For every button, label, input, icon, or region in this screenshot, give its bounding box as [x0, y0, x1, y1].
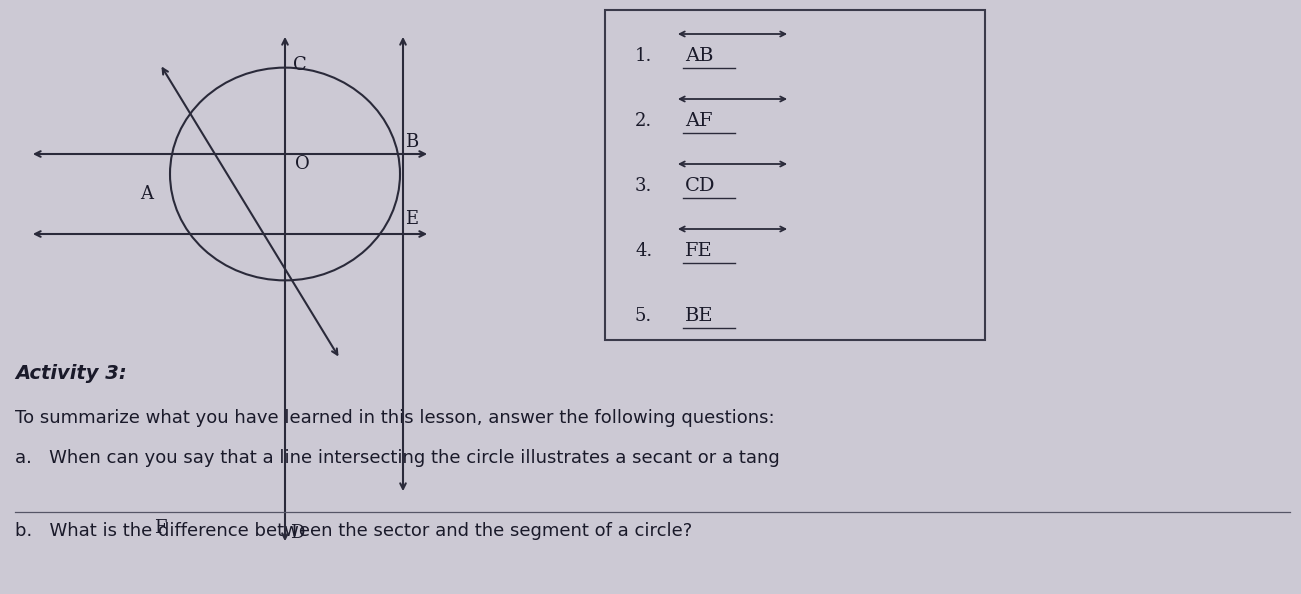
- Text: AF: AF: [686, 112, 713, 130]
- Text: Activity 3:: Activity 3:: [16, 364, 126, 383]
- Text: a.   When can you say that a line intersecting the circle illustrates a secant o: a. When can you say that a line intersec…: [16, 449, 779, 467]
- Text: BE: BE: [686, 307, 713, 325]
- Bar: [605, 10, 985, 340]
- Text: 2.: 2.: [635, 112, 652, 130]
- Text: 4.: 4.: [635, 242, 652, 260]
- Text: To summarize what you have learned in this lesson, answer the following question: To summarize what you have learned in th…: [16, 409, 774, 427]
- Text: B: B: [405, 133, 418, 151]
- Text: A: A: [141, 185, 154, 203]
- Text: F: F: [154, 519, 167, 537]
- Text: 5.: 5.: [635, 307, 652, 325]
- Text: D: D: [290, 524, 304, 542]
- Text: CD: CD: [686, 177, 716, 195]
- Text: 3.: 3.: [635, 177, 652, 195]
- Text: C: C: [293, 56, 307, 74]
- Text: b.   What is the difference between the sector and the segment of a circle?: b. What is the difference between the se…: [16, 522, 692, 540]
- Text: O: O: [295, 155, 310, 173]
- Text: 1.: 1.: [635, 47, 652, 65]
- Text: AB: AB: [686, 47, 713, 65]
- Text: E: E: [405, 210, 418, 228]
- Text: FE: FE: [686, 242, 713, 260]
